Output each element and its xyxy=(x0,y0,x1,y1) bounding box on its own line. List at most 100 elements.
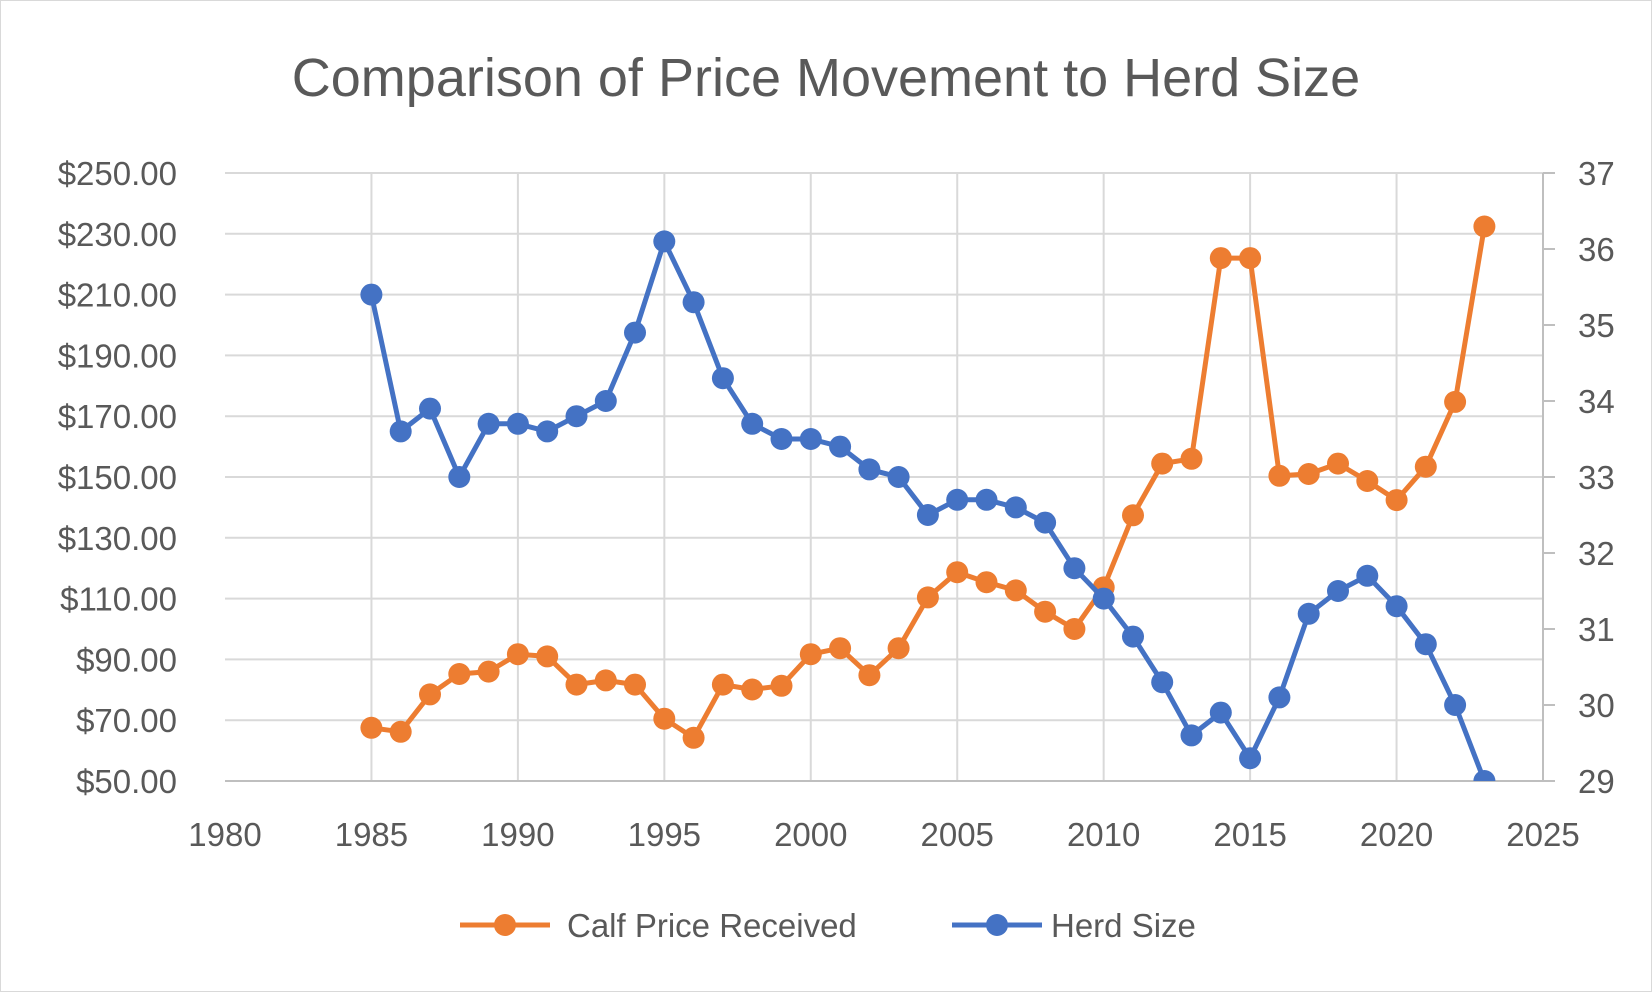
data-point[interactable] xyxy=(477,412,500,435)
data-point[interactable] xyxy=(1034,511,1057,534)
data-point[interactable] xyxy=(448,663,471,685)
data-point[interactable] xyxy=(536,645,559,668)
y-left-tick-label: $50.00 xyxy=(76,763,177,800)
data-point[interactable] xyxy=(887,466,910,488)
data-point[interactable] xyxy=(975,571,998,594)
data-point[interactable] xyxy=(1473,215,1496,238)
data-point[interactable] xyxy=(946,488,969,511)
data-point[interactable] xyxy=(506,412,529,435)
data-point[interactable] xyxy=(565,405,588,428)
y-right-tick-label: 33 xyxy=(1578,459,1615,496)
data-point[interactable] xyxy=(419,683,441,706)
y-left-tick-label: $130.00 xyxy=(58,520,177,557)
data-point[interactable] xyxy=(711,367,734,390)
data-point[interactable] xyxy=(799,428,822,450)
data-point[interactable] xyxy=(1004,496,1027,519)
data-point[interactable] xyxy=(360,716,383,739)
data-point[interactable] xyxy=(1444,694,1467,716)
y-right-tick-label: 34 xyxy=(1578,383,1615,420)
data-point[interactable] xyxy=(419,397,441,420)
data-point[interactable] xyxy=(565,673,588,696)
data-point[interactable] xyxy=(829,637,852,660)
data-point[interactable] xyxy=(916,504,939,526)
data-point[interactable] xyxy=(624,321,646,344)
data-point[interactable] xyxy=(477,660,500,683)
data-point[interactable] xyxy=(594,390,617,412)
data-point[interactable] xyxy=(1356,564,1379,587)
data-point[interactable] xyxy=(594,669,617,692)
data-point[interactable] xyxy=(741,678,764,701)
data-point[interactable] xyxy=(946,561,969,584)
data-point[interactable] xyxy=(1239,747,1262,770)
series-layer xyxy=(360,215,1496,792)
y-left-tick-label: $210.00 xyxy=(58,277,177,314)
x-tick-label: 2000 xyxy=(774,816,847,853)
data-point[interactable] xyxy=(653,707,676,730)
data-point[interactable] xyxy=(1327,452,1349,475)
legend-item-calf-price[interactable]: Calf Price Received xyxy=(460,907,857,944)
data-point[interactable] xyxy=(1151,671,1174,694)
data-point[interactable] xyxy=(1356,470,1379,492)
data-point[interactable] xyxy=(1092,587,1115,610)
data-point[interactable] xyxy=(389,720,412,743)
data-point[interactable] xyxy=(1297,602,1320,625)
data-point[interactable] xyxy=(624,673,646,696)
data-point[interactable] xyxy=(653,230,676,253)
data-point[interactable] xyxy=(770,428,793,450)
x-tick-label: 1990 xyxy=(481,816,554,853)
data-point[interactable] xyxy=(1239,247,1262,270)
legend: Calf Price Received Herd Size xyxy=(460,907,1196,944)
data-point[interactable] xyxy=(506,643,529,666)
x-tick-label: 2005 xyxy=(921,816,994,853)
legend-item-herd-size[interactable]: Herd Size xyxy=(952,907,1196,944)
data-point[interactable] xyxy=(916,586,939,609)
y-left-tick-label: $230.00 xyxy=(58,216,177,253)
data-point[interactable] xyxy=(741,412,764,435)
chart-title: Comparison of Price Movement to Herd Siz… xyxy=(292,48,1360,108)
data-point[interactable] xyxy=(536,420,559,443)
data-point[interactable] xyxy=(1209,701,1232,724)
data-point[interactable] xyxy=(1444,390,1467,413)
data-point[interactable] xyxy=(1122,625,1144,648)
data-point[interactable] xyxy=(1414,455,1437,478)
data-point[interactable] xyxy=(1034,600,1057,623)
data-point[interactable] xyxy=(829,435,852,458)
data-point[interactable] xyxy=(1327,580,1349,602)
legend-label: Herd Size xyxy=(1051,907,1196,944)
data-point[interactable] xyxy=(682,726,705,749)
data-point[interactable] xyxy=(711,673,734,696)
data-point[interactable] xyxy=(1180,724,1203,747)
data-point[interactable] xyxy=(1414,633,1437,656)
y-right-tick-label: 35 xyxy=(1578,307,1615,344)
data-point[interactable] xyxy=(799,643,822,666)
data-point[interactable] xyxy=(1122,504,1144,527)
data-point[interactable] xyxy=(1063,557,1086,580)
data-point[interactable] xyxy=(1209,247,1232,270)
data-point[interactable] xyxy=(975,488,998,511)
data-point[interactable] xyxy=(858,664,881,687)
x-tick-label: 1985 xyxy=(335,816,408,853)
data-point[interactable] xyxy=(1268,464,1291,487)
data-point[interactable] xyxy=(1385,489,1408,512)
y-left-tick-label: $70.00 xyxy=(76,702,177,739)
data-point[interactable] xyxy=(887,637,910,660)
data-point[interactable] xyxy=(858,458,881,481)
data-point[interactable] xyxy=(682,291,705,314)
data-point[interactable] xyxy=(1151,452,1174,475)
legend-label: Calf Price Received xyxy=(567,907,857,944)
data-point[interactable] xyxy=(1180,447,1203,470)
data-point[interactable] xyxy=(1063,618,1086,640)
data-point[interactable] xyxy=(1004,579,1027,602)
data-point[interactable] xyxy=(770,674,793,697)
data-point[interactable] xyxy=(448,466,471,488)
legend-swatch-marker xyxy=(494,914,516,936)
data-point[interactable] xyxy=(360,283,383,306)
y-left-tick-label: $90.00 xyxy=(76,641,177,678)
data-point[interactable] xyxy=(1385,595,1408,618)
data-point[interactable] xyxy=(389,420,412,443)
data-point[interactable] xyxy=(1473,770,1496,792)
data-point[interactable] xyxy=(1268,686,1291,709)
data-point[interactable] xyxy=(1297,463,1320,485)
y-left-tick-label: $190.00 xyxy=(58,337,177,374)
x-tick-label: 1980 xyxy=(188,816,261,853)
